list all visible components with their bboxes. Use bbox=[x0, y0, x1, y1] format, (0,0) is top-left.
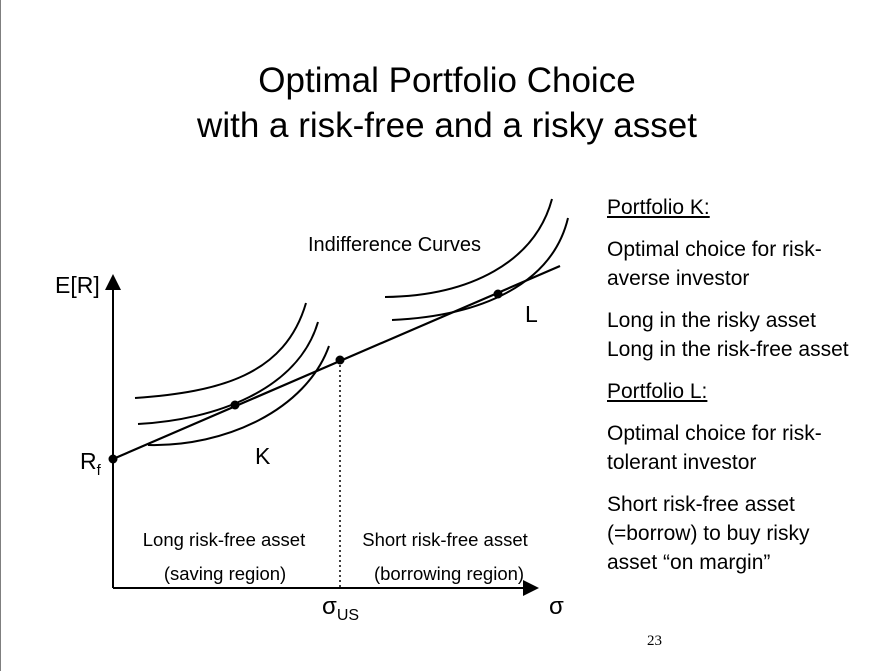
k-pos-line-2: Long in the risk-free asset bbox=[607, 338, 849, 361]
right-region-line-1: Short risk-free asset bbox=[362, 529, 528, 550]
sigma-us-label: σUS bbox=[322, 593, 359, 624]
l-desc-line-1: Optimal choice for risk- bbox=[607, 422, 822, 445]
page-number: 23 bbox=[647, 633, 662, 649]
left-region-line-2: (saving region) bbox=[164, 563, 286, 584]
portfolio-l-point bbox=[493, 289, 503, 299]
risk-free-point bbox=[108, 454, 118, 464]
indifference-curve-left-low bbox=[147, 345, 330, 447]
title-line-2: with a risk-free and a risky asset bbox=[197, 106, 697, 145]
x-axis-label: σ bbox=[549, 593, 564, 620]
indifference-curve-right-low bbox=[391, 217, 569, 321]
l-pos-line-1: Short risk-free asset bbox=[607, 493, 795, 516]
portfolio-l-label: L bbox=[525, 301, 538, 327]
rf-label-subscript: f bbox=[97, 462, 102, 479]
portfolio-k-description: Optimal choice for risk- averse investor bbox=[607, 235, 892, 293]
indifference-curves-label: Indifference Curves bbox=[308, 234, 481, 256]
portfolio-k-position: Long in the risky asset Long in the risk… bbox=[607, 306, 892, 364]
portfolio-k-heading: Portfolio K: bbox=[607, 196, 710, 219]
k-desc-line-1: Optimal choice for risk- bbox=[607, 238, 822, 261]
portfolio-k-point bbox=[230, 400, 240, 410]
portfolio-k-label: K bbox=[255, 443, 271, 469]
notes-panel: Portfolio K: Optimal choice for risk- av… bbox=[607, 193, 892, 590]
l-pos-line-2: (=borrow) to buy risky bbox=[607, 522, 810, 545]
k-pos-line-1: Long in the risky asset bbox=[607, 309, 816, 332]
slide-left-border bbox=[0, 0, 1, 671]
l-pos-line-3: asset “on margin” bbox=[607, 551, 771, 574]
portfolio-l-heading: Portfolio L: bbox=[607, 380, 708, 403]
portfolio-l-description: Optimal choice for risk- tolerant invest… bbox=[607, 419, 892, 477]
right-region-line-2: (borrowing region) bbox=[374, 563, 524, 584]
tangency-point bbox=[335, 355, 345, 365]
rf-label-main: R bbox=[80, 448, 97, 474]
rf-label: Rf bbox=[80, 448, 102, 479]
indifference-curve-left-mid bbox=[137, 321, 319, 425]
portfolio-l-position: Short risk-free asset (=borrow) to buy r… bbox=[607, 490, 892, 577]
sigma-us-main: σ bbox=[322, 593, 337, 620]
y-axis-label: E[R] bbox=[55, 272, 100, 298]
left-region-line-1: Long risk-free asset bbox=[143, 529, 305, 550]
indifference-curve-right-high bbox=[384, 198, 553, 298]
indifference-curve-left-high bbox=[134, 302, 307, 399]
title-line-1: Optimal Portfolio Choice bbox=[258, 61, 636, 100]
slide-title: Optimal Portfolio Choice with a risk-fre… bbox=[0, 58, 894, 148]
k-desc-line-2: averse investor bbox=[607, 267, 750, 290]
sigma-us-subscript: US bbox=[337, 607, 359, 624]
l-desc-line-2: tolerant investor bbox=[607, 451, 757, 474]
